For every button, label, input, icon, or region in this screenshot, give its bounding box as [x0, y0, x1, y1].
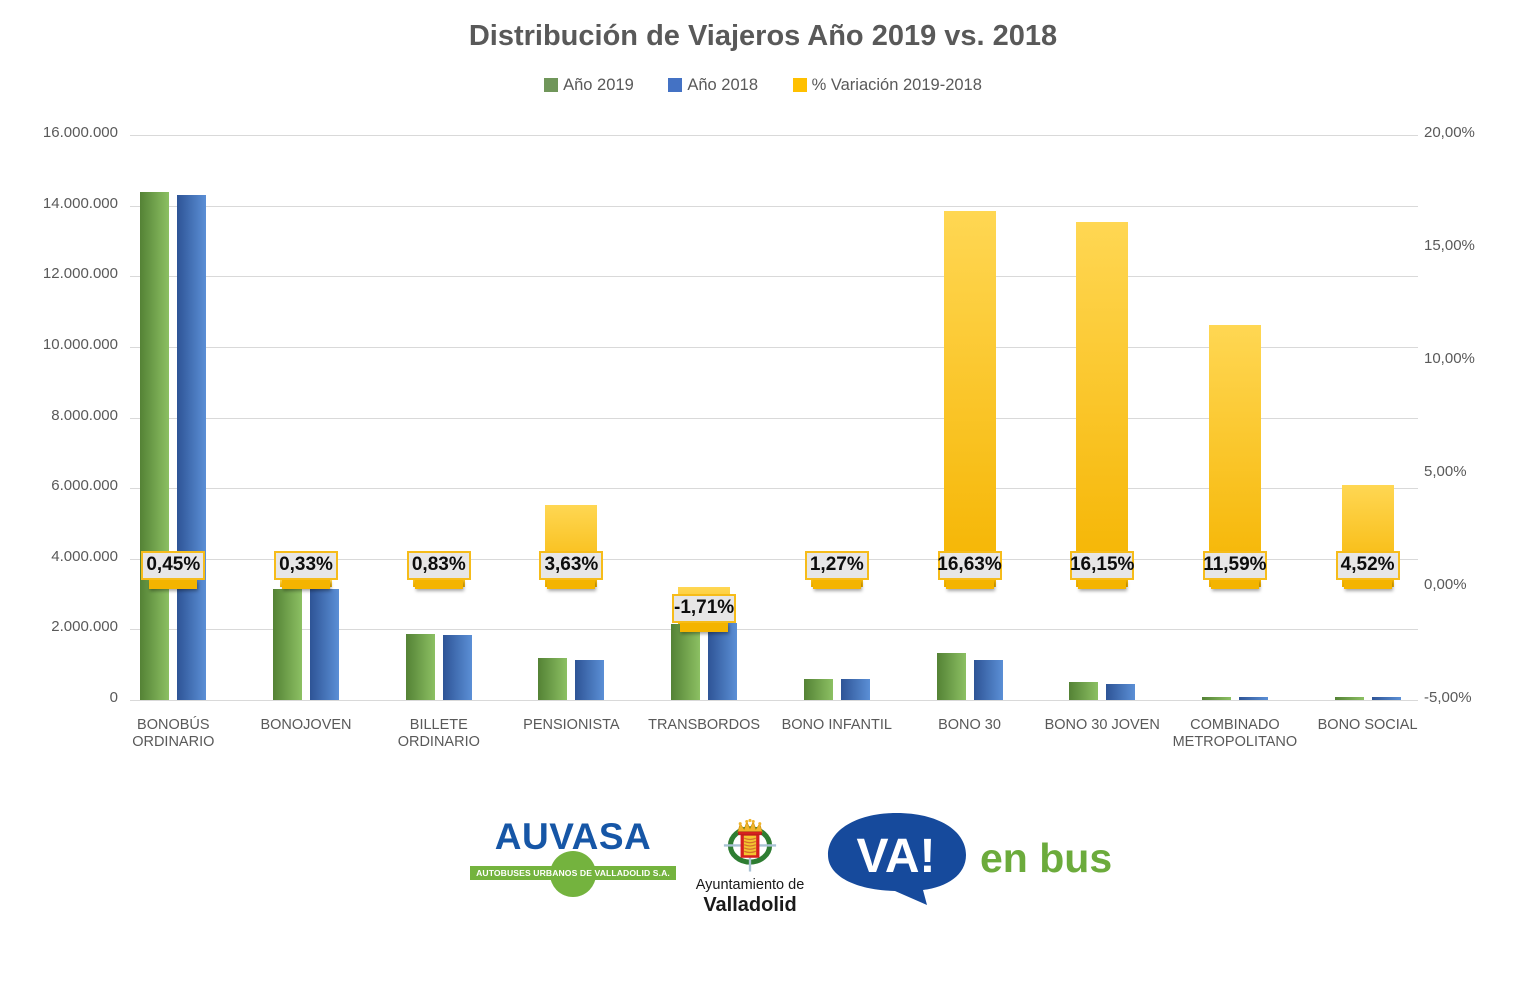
svg-text:VA!: VA! [856, 830, 935, 883]
svg-text:en bus: en bus [980, 835, 1112, 881]
